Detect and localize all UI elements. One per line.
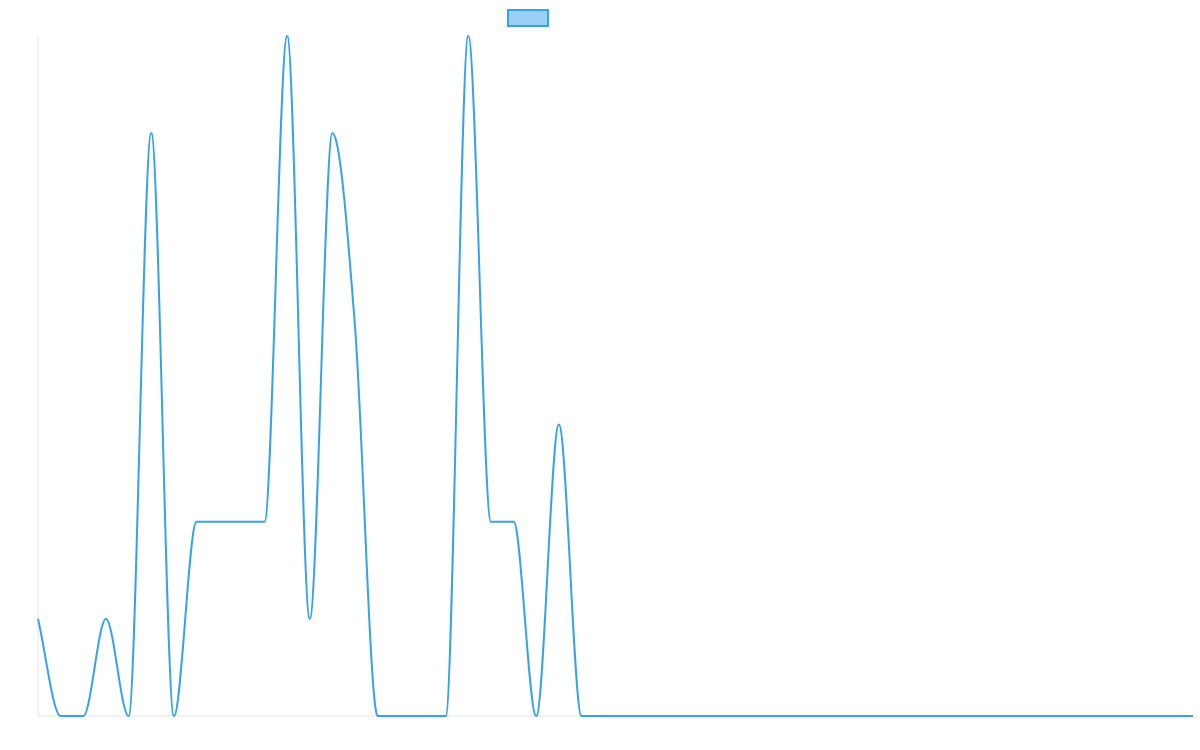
legend-swatch[interactable]: [507, 9, 549, 27]
axes: [37, 36, 1193, 717]
legend: [507, 9, 549, 27]
series-line-0: [37, 35, 1193, 717]
series-layer: [37, 35, 1193, 717]
